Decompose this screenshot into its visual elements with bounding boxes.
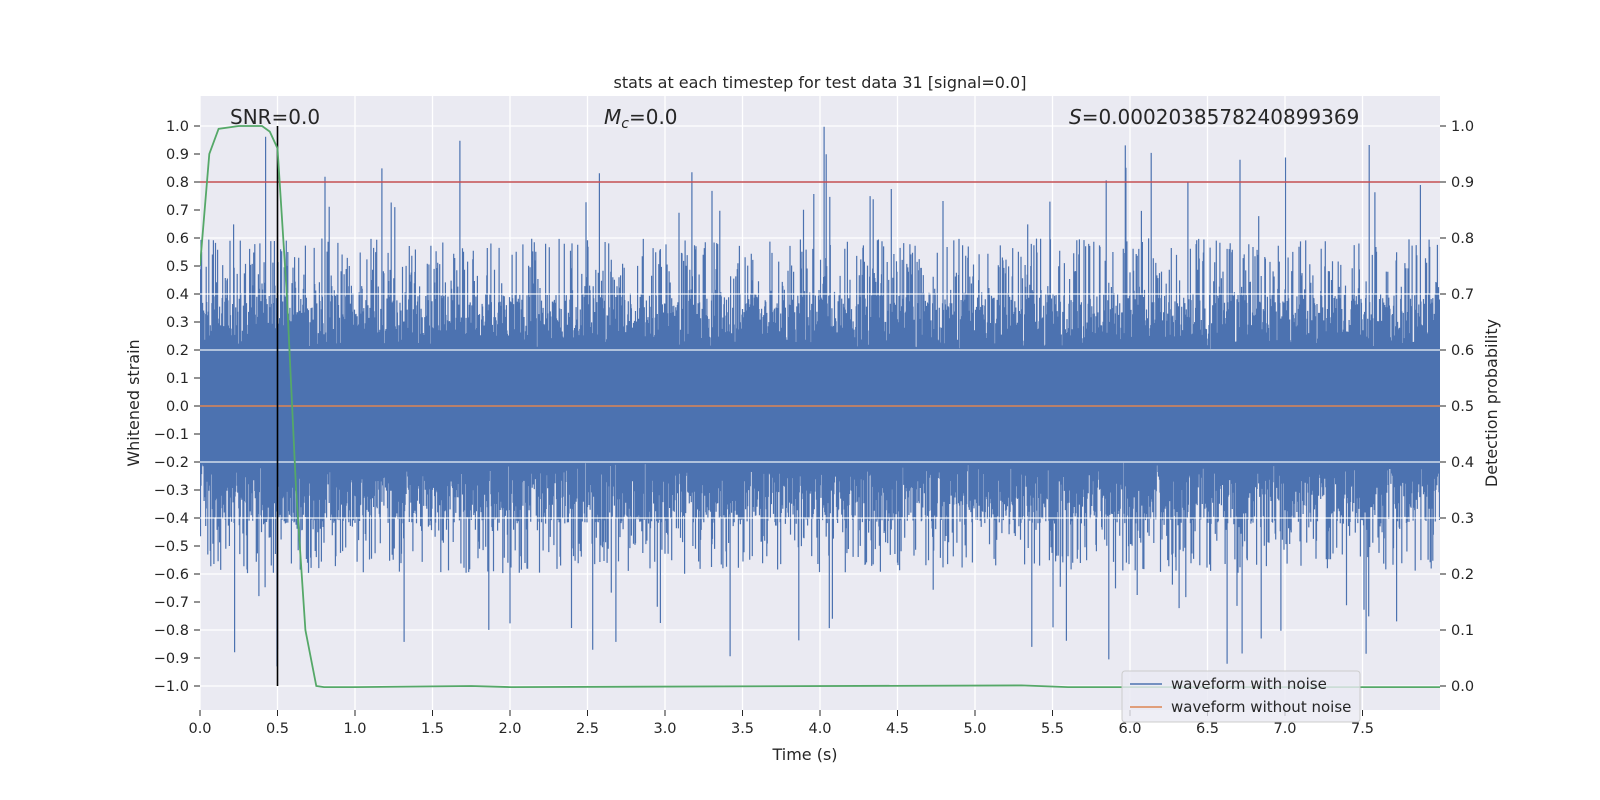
s-symbol: S	[1069, 105, 1082, 129]
legend-box	[1121, 670, 1361, 723]
mc-subscript: c	[621, 116, 629, 132]
x-tick-label: 7.0	[1273, 721, 1296, 737]
x-axis-label: Time (s)	[771, 745, 837, 764]
y-tick-label: 0.4	[166, 287, 189, 303]
y-right-tick-label: 0.7	[1451, 287, 1474, 303]
y-tick-label: 0.0	[166, 399, 189, 415]
series-detection-probability	[200, 125, 1440, 689]
y-tick-label: −0.9	[154, 651, 189, 667]
y-right-tick-label: 0.3	[1451, 511, 1474, 527]
y-tick-label: 0.5	[166, 259, 189, 275]
y-tick-label: 0.3	[166, 315, 189, 331]
s-annotation: S=0.0002038578240899369	[1069, 105, 1359, 129]
y-right-tick-label: 0.2	[1451, 567, 1474, 583]
mc-value: =0.0	[629, 105, 678, 129]
legend-label-noise: waveform with noise	[1171, 675, 1327, 693]
legend-label-clean: waveform without noise	[1171, 698, 1351, 716]
y-tick-label: −0.3	[154, 483, 189, 499]
y-tick-label: −0.8	[154, 623, 189, 639]
x-tick-label: 4.0	[808, 721, 831, 737]
x-tick-label: 2.0	[498, 721, 521, 737]
y-tick-label: 0.9	[166, 147, 189, 163]
y-tick-label: 0.1	[166, 371, 189, 387]
legend: waveform with noise waveform without noi…	[1121, 670, 1361, 723]
y-tick-label: −0.5	[154, 539, 189, 555]
y-tick-label: −0.6	[154, 567, 189, 583]
x-tick-label: 2.5	[576, 721, 599, 737]
x-tick-label: 4.5	[886, 721, 909, 737]
y-tick-label: −1.0	[154, 679, 189, 695]
snr-annotation: SNR=0.0	[230, 105, 320, 129]
y-right-tick-label: 0.1	[1451, 623, 1474, 639]
y-tick-label: 0.7	[166, 203, 189, 219]
x-tick-label: 5.0	[963, 721, 986, 737]
y-right-tick-label: 0.8	[1451, 231, 1474, 247]
y-tick-label: −0.7	[154, 595, 189, 611]
x-tick-label: 3.0	[653, 721, 676, 737]
x-tick-label: 7.5	[1351, 721, 1374, 737]
chart-title: stats at each timestep for test data 31 …	[614, 73, 1027, 92]
y-tick-label: 0.2	[166, 343, 189, 359]
x-tick-label: 6.0	[1118, 721, 1141, 737]
y-tick-label: −0.1	[154, 427, 189, 443]
s-value: =0.0002038578240899369	[1082, 105, 1360, 129]
x-tick-label: 1.5	[421, 721, 444, 737]
y-right-tick-label: 0.6	[1451, 343, 1474, 359]
y-right-tick-label: 1.0	[1451, 119, 1474, 135]
x-tick-label: 5.5	[1041, 721, 1064, 737]
x-tick-label: 0.0	[188, 721, 211, 737]
y-right-tick-label: 0.9	[1451, 175, 1474, 191]
plot-layer	[200, 125, 1440, 689]
y-right-tick-label: 0.5	[1451, 399, 1474, 415]
mc-annotation: Mc=0.0	[604, 105, 678, 132]
mc-symbol: M	[604, 105, 621, 129]
y-tick-label: 0.6	[166, 231, 189, 247]
y-right-tick-label: 0.0	[1451, 679, 1474, 695]
y-right-axis-label: Detection probability	[1482, 319, 1501, 487]
y-tick-label: 0.8	[166, 175, 189, 191]
x-tick-label: 0.5	[266, 721, 289, 737]
x-tick-label: 6.5	[1196, 721, 1219, 737]
y-right-tick-label: 0.4	[1451, 455, 1474, 471]
y-tick-label: −0.2	[154, 455, 189, 471]
axes: 1.0 0.9 0.8 0.7 0.6 0.5 0.4 0.3 0.2 0.1 0.0 −0.1 −0.…	[154, 119, 1474, 737]
y-axis-label: Whitened strain	[124, 339, 143, 466]
y-tick-label: 1.0	[166, 119, 189, 135]
x-tick-label: 1.0	[343, 721, 366, 737]
x-tick-label: 3.5	[731, 721, 754, 737]
y-tick-label: −0.4	[154, 511, 189, 527]
